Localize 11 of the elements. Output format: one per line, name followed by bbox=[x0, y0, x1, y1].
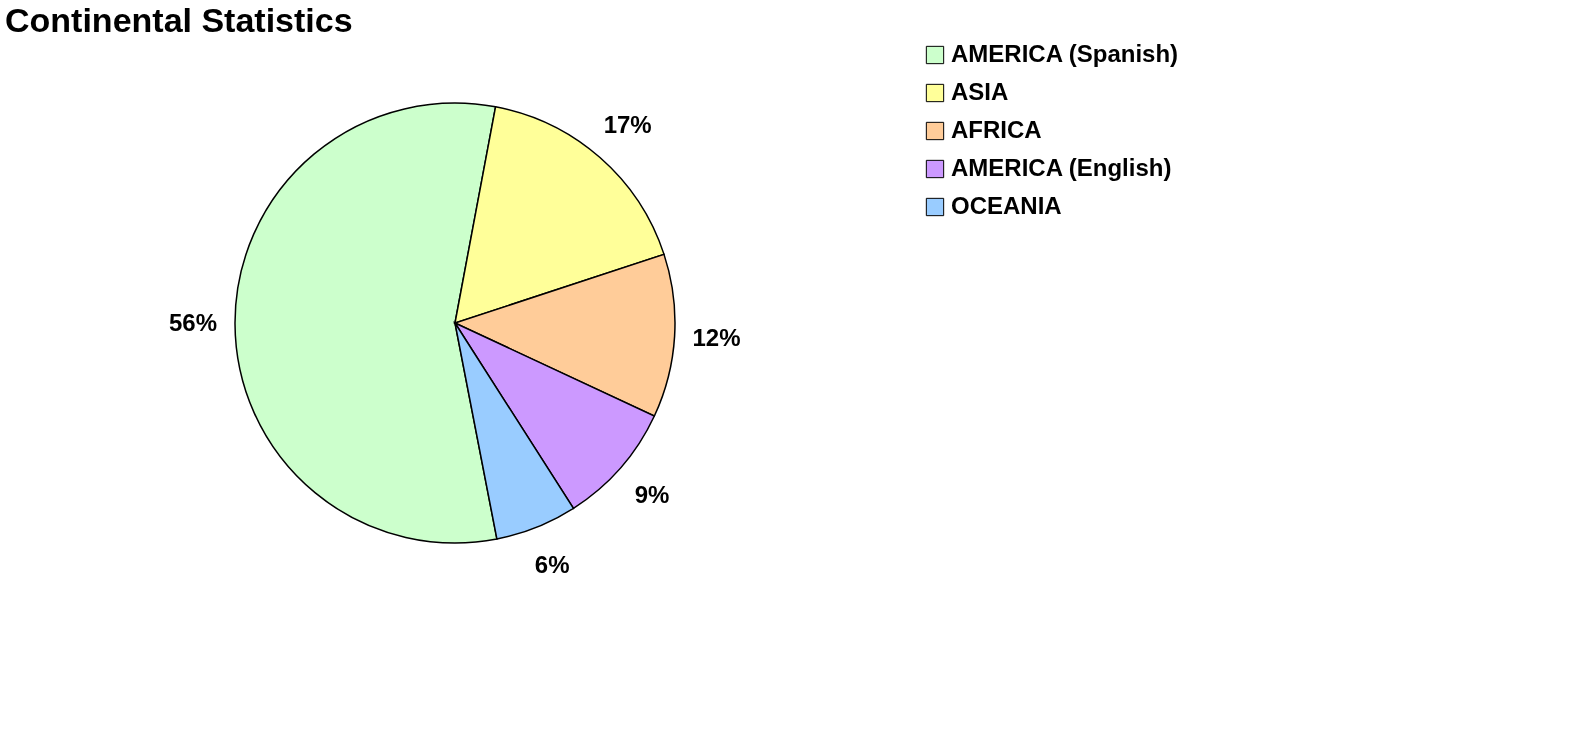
chart-title: Continental Statistics bbox=[5, 1, 353, 39]
data-label: 17% bbox=[603, 110, 652, 138]
legend-label: AMERICA (English) bbox=[951, 154, 1172, 181]
data-label: 12% bbox=[692, 323, 741, 351]
legend-label: AMERICA (Spanish) bbox=[951, 40, 1179, 67]
data-label: 9% bbox=[634, 480, 670, 508]
data-label: 6% bbox=[534, 551, 570, 579]
legend-label: OCEANIA bbox=[951, 192, 1062, 219]
legend-label: AFRICA bbox=[951, 116, 1042, 143]
legend-label: ASIA bbox=[951, 78, 1009, 105]
data-label: 56% bbox=[168, 308, 218, 336]
